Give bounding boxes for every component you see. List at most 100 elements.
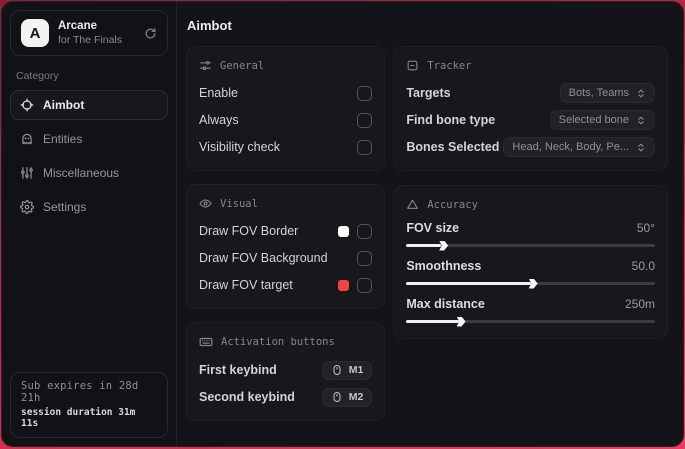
sidebar-item-settings[interactable]: Settings: [10, 192, 168, 222]
setting-row-enable: Enable: [199, 82, 373, 104]
chevrons-up-down-icon: [636, 88, 646, 99]
sidebar-nav: Aimbot Entities Miscella: [10, 90, 168, 222]
visual-card-title: Visual: [220, 197, 258, 210]
app-title: Arcane: [58, 20, 97, 33]
accuracy-card: Accuracy FOV size 50°: [393, 185, 668, 339]
dropdown-value: Head, Neck, Body, Pe...: [512, 141, 629, 153]
ghost-icon: [20, 132, 34, 146]
chevrons-up-down-icon: [636, 142, 646, 153]
smoothness-slider[interactable]: [406, 278, 655, 289]
session-duration-text: session duration 31m 11s: [21, 407, 136, 429]
setting-row-find-bone-type: Find bone type Selected bone: [406, 109, 655, 131]
sidebar-item-label: Entities: [43, 132, 83, 146]
main-content: Aimbot General: [177, 2, 683, 446]
tracker-card-title: Tracker: [427, 59, 472, 72]
setting-label: Targets: [406, 86, 451, 100]
setting-row-second-keybind: Second keybind M2: [199, 386, 373, 408]
max-distance-slider[interactable]: [406, 316, 655, 327]
sidebar-item-label: Aimbot: [43, 98, 85, 112]
setting-row-bones-selected: Bones Selected Head, Neck, Body, Pe...: [406, 136, 655, 158]
activation-card: Activation buttons First keybind M1: [186, 322, 386, 421]
eye-icon: [199, 197, 212, 210]
slider-handle[interactable]: [528, 278, 538, 289]
keybind-value: M2: [348, 391, 364, 403]
app-subtitle: for The Finals: [58, 33, 122, 46]
slider-label: Smoothness: [406, 259, 482, 273]
second-keybind-button[interactable]: M2: [321, 387, 373, 407]
setting-row-draw-fov-border: Draw FOV Border: [199, 220, 373, 242]
tracker-card: Tracker Targets Bots, Teams: [393, 46, 668, 171]
sidebar: A Arcane for The Finals Category Aimbot: [2, 2, 177, 446]
slider-value: 250m: [624, 297, 655, 311]
slider-value: 50.0: [631, 259, 655, 273]
app-logo: A: [21, 19, 49, 47]
setting-label: First keybind: [199, 363, 277, 377]
sidebar-item-label: Miscellaneous: [43, 166, 120, 180]
sidebar-item-entities[interactable]: Entities: [10, 124, 168, 154]
fov-target-color-swatch[interactable]: [338, 279, 350, 291]
activation-card-title: Activation buttons: [221, 336, 335, 348]
find-bone-type-dropdown[interactable]: Selected bone: [549, 110, 655, 130]
fov-size-slider[interactable]: [406, 240, 655, 251]
square-minus-icon: [406, 59, 419, 72]
fov-border-color-swatch[interactable]: [338, 225, 350, 237]
sub-expiry-text: Sub expires in 28d 21h: [21, 380, 139, 404]
setting-label: Enable: [199, 86, 238, 100]
fov-size-setting: FOV size 50°: [406, 221, 655, 251]
dropdown-value: Selected bone: [558, 114, 629, 126]
category-label: Category: [16, 70, 59, 82]
setting-row-always: Always: [199, 109, 373, 131]
setting-row-visibility-check: Visibility check: [199, 136, 373, 158]
slider-label: Max distance: [406, 297, 485, 311]
page-title: Aimbot: [187, 18, 232, 33]
setting-label: Find bone type: [406, 113, 496, 127]
sidebar-item-label: Settings: [43, 200, 87, 214]
enable-checkbox[interactable]: [357, 85, 373, 101]
mouse-icon: [331, 364, 343, 376]
setting-row-draw-fov-target: Draw FOV target: [199, 274, 373, 296]
first-keybind-button[interactable]: M1: [321, 360, 373, 380]
smoothness-setting: Smoothness 50.0: [406, 259, 655, 289]
slider-value: 50°: [636, 221, 655, 235]
setting-label: Always: [199, 113, 239, 127]
setting-row-targets: Targets Bots, Teams: [406, 82, 655, 104]
dropdown-value: Bots, Teams: [568, 87, 629, 99]
setting-label: Draw FOV target: [199, 278, 293, 292]
keybind-value: M1: [348, 364, 364, 376]
subscription-info: Sub expires in 28d 21h session duration …: [10, 372, 168, 438]
keyboard-icon: [199, 335, 213, 349]
bones-selected-dropdown[interactable]: Head, Neck, Body, Pe...: [503, 137, 655, 157]
sidebar-item-aimbot[interactable]: Aimbot: [10, 90, 168, 120]
triangle-icon: [406, 198, 419, 211]
chevrons-up-down-icon: [636, 115, 646, 126]
setting-row-first-keybind: First keybind M1: [199, 359, 373, 381]
setting-label: Visibility check: [199, 140, 281, 154]
draw-fov-background-checkbox[interactable]: [357, 250, 373, 266]
mouse-icon: [331, 391, 343, 403]
gear-icon: [20, 200, 34, 214]
setting-label: Draw FOV Border: [199, 224, 299, 238]
brand-text: Arcane for The Finals: [58, 19, 135, 47]
accuracy-card-title: Accuracy: [427, 198, 478, 211]
setting-label: Bones Selected: [406, 140, 500, 154]
slider-handle[interactable]: [456, 316, 466, 327]
always-checkbox[interactable]: [357, 112, 373, 128]
setting-label: Draw FOV Background: [199, 251, 328, 265]
sliders-icon: [20, 166, 34, 180]
general-card-title: General: [220, 59, 265, 72]
slider-handle[interactable]: [439, 240, 449, 251]
sidebar-item-miscellaneous[interactable]: Miscellaneous: [10, 158, 168, 188]
targets-dropdown[interactable]: Bots, Teams: [559, 83, 655, 103]
crosshair-icon: [20, 98, 34, 112]
slider-label: FOV size: [406, 221, 460, 235]
draw-fov-border-checkbox[interactable]: [357, 223, 373, 239]
general-card: General Enable Always Visibility check: [186, 46, 386, 171]
visibility-check-checkbox[interactable]: [357, 139, 373, 155]
setting-label: Second keybind: [199, 390, 295, 404]
draw-fov-target-checkbox[interactable]: [357, 277, 373, 293]
max-distance-setting: Max distance 250m: [406, 297, 655, 327]
refresh-icon[interactable]: [144, 27, 157, 40]
general-settings-icon: [199, 59, 212, 72]
visual-card: Visual Draw FOV Border Draw FOV Backgrou…: [186, 184, 386, 309]
